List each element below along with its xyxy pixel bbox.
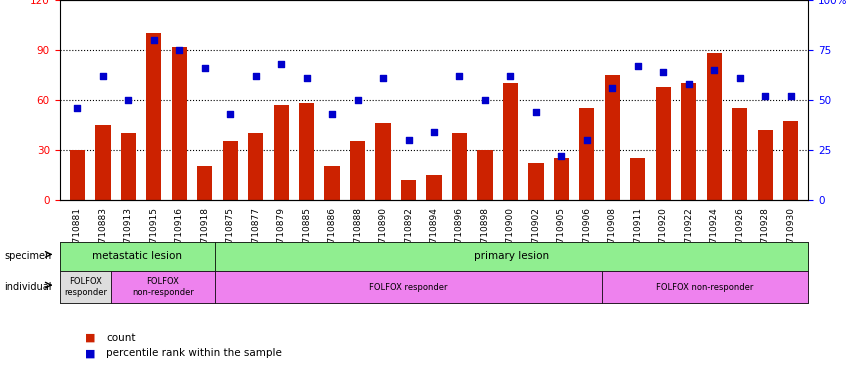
Point	[555, 153, 568, 159]
Text: FOLFOX non-responder: FOLFOX non-responder	[656, 283, 754, 291]
Bar	[248, 133, 263, 200]
Point	[248, 73, 262, 79]
Bar	[299, 103, 314, 200]
Bar	[783, 121, 798, 200]
Point	[656, 69, 670, 75]
Bar	[401, 180, 416, 200]
Point	[402, 137, 415, 143]
Bar	[197, 166, 213, 200]
Point	[529, 109, 543, 115]
Bar	[605, 75, 620, 200]
Point	[682, 81, 695, 87]
Bar	[273, 105, 288, 200]
Bar	[681, 83, 696, 200]
Text: count: count	[106, 333, 136, 343]
Text: specimen: specimen	[4, 251, 52, 262]
Bar	[706, 53, 722, 200]
Text: FOLFOX responder: FOLFOX responder	[369, 283, 448, 291]
Bar	[70, 150, 85, 200]
Bar	[223, 141, 238, 200]
Text: individual: individual	[4, 282, 52, 292]
Text: primary lesion: primary lesion	[474, 251, 549, 262]
Point	[376, 75, 390, 81]
Point	[707, 67, 721, 73]
Bar	[580, 108, 595, 200]
Bar	[452, 133, 467, 200]
Point	[478, 97, 492, 103]
Text: metastatic lesion: metastatic lesion	[92, 251, 182, 262]
Bar	[655, 86, 671, 200]
Point	[198, 65, 212, 71]
Point	[784, 93, 797, 99]
Point	[325, 111, 339, 117]
Point	[71, 105, 84, 111]
Text: percentile rank within the sample: percentile rank within the sample	[106, 348, 283, 358]
Point	[758, 93, 772, 99]
Point	[274, 61, 288, 67]
Point	[300, 75, 313, 81]
Text: ■: ■	[85, 348, 95, 358]
Bar	[172, 46, 187, 200]
Bar	[375, 123, 391, 200]
Bar	[324, 166, 340, 200]
Bar	[121, 133, 136, 200]
Point	[580, 137, 594, 143]
Bar	[426, 175, 442, 200]
Bar	[95, 125, 111, 200]
Bar	[554, 158, 569, 200]
Bar	[477, 150, 493, 200]
Bar	[146, 33, 162, 200]
Bar	[350, 141, 365, 200]
Bar	[503, 83, 518, 200]
Point	[733, 75, 746, 81]
Bar	[732, 108, 747, 200]
Point	[504, 73, 517, 79]
Text: FOLFOX
responder: FOLFOX responder	[64, 277, 107, 297]
Point	[453, 73, 466, 79]
Point	[351, 97, 364, 103]
Point	[122, 97, 135, 103]
Point	[173, 47, 186, 53]
Bar	[757, 130, 773, 200]
Point	[606, 85, 620, 91]
Point	[96, 73, 110, 79]
Point	[631, 63, 644, 69]
Point	[147, 37, 161, 43]
Point	[427, 129, 441, 135]
Bar	[630, 158, 645, 200]
Text: ■: ■	[85, 333, 95, 343]
Text: FOLFOX
non-responder: FOLFOX non-responder	[132, 277, 194, 297]
Bar	[528, 163, 544, 200]
Point	[224, 111, 237, 117]
